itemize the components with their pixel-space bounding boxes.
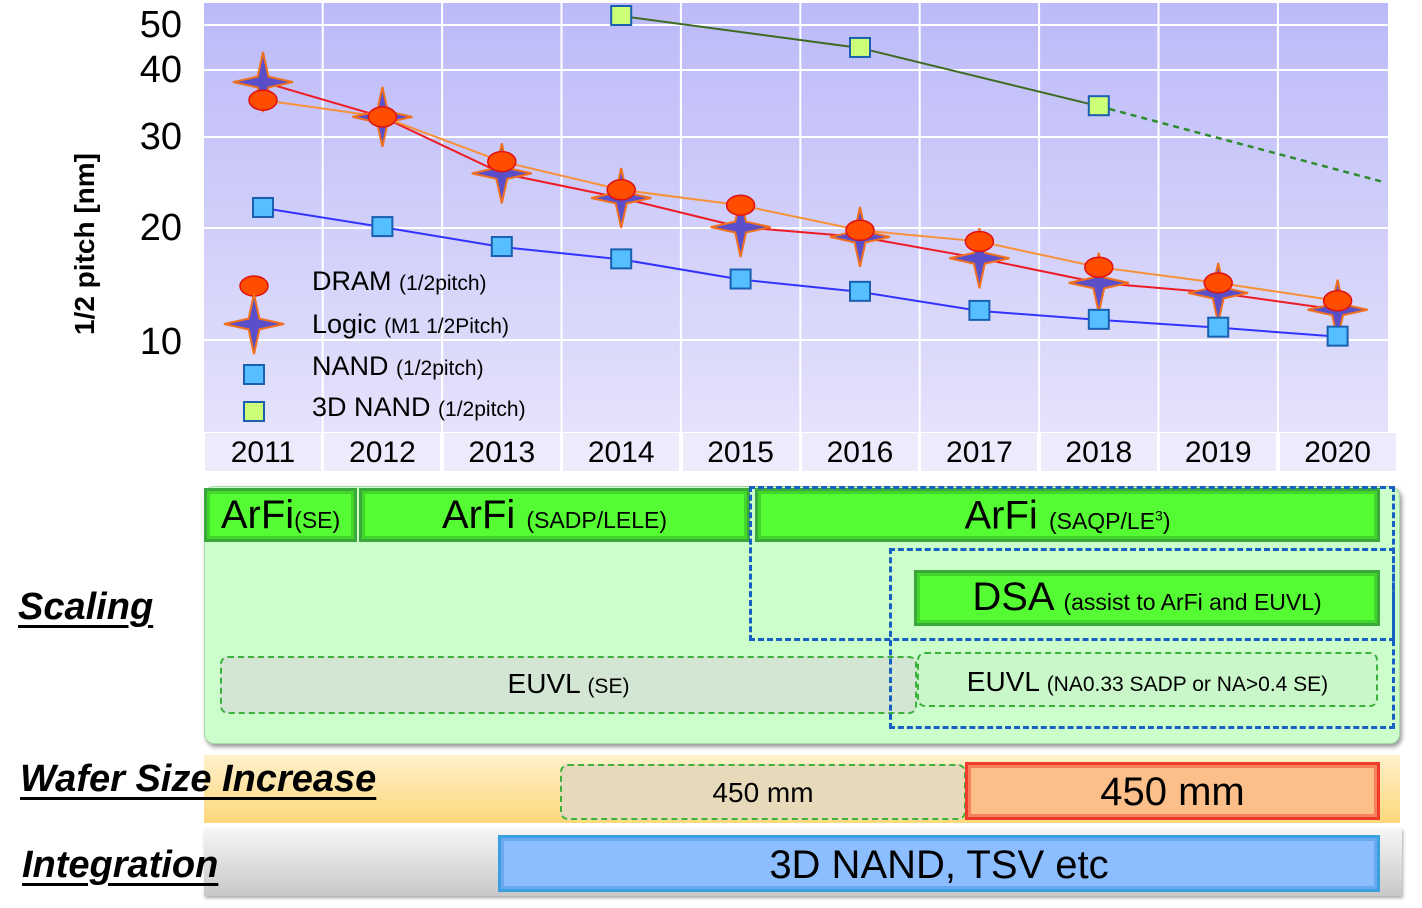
legend-dram: DRAM (1/2pitch) xyxy=(312,266,487,296)
arfi-se-box: ArFi(SE) xyxy=(204,488,357,542)
data-point-3d-nand xyxy=(610,5,633,26)
x-tick-label: 2013 xyxy=(443,433,562,471)
x-tick-label: 2019 xyxy=(1160,433,1279,471)
y-tick-label: 40 xyxy=(139,49,182,91)
y-tick-label: 20 xyxy=(139,207,182,249)
projection-line-3d-nand xyxy=(1098,104,1386,184)
data-point-nand xyxy=(849,280,871,302)
series-line-3d-nand xyxy=(621,15,1100,108)
legend-logic-marker xyxy=(223,293,285,355)
x-tick-label: 2014 xyxy=(563,433,682,471)
y-tick-label: 10 xyxy=(139,321,182,363)
data-point-dram xyxy=(1203,272,1233,294)
data-point-dram xyxy=(487,150,517,173)
x-tick-label: 2012 xyxy=(324,433,443,471)
series-line-nand xyxy=(262,206,1338,338)
pitch-chart xyxy=(223,5,1386,422)
legend-nand: NAND (1/2pitch) xyxy=(312,351,484,381)
legend-nand-marker xyxy=(243,364,265,385)
euvl-se-box: EUVL (SE) xyxy=(220,656,917,714)
legend-3d-nand-marker xyxy=(243,401,265,422)
dsa-box: DSA (assist to ArFi and EUVL) xyxy=(914,570,1380,626)
data-point-nand xyxy=(1326,325,1349,347)
x-tick-label: 2018 xyxy=(1040,433,1159,471)
data-point-dram xyxy=(367,106,398,128)
y-tick-label: 50 xyxy=(139,4,182,46)
integration-box: 3D NAND, TSV etc xyxy=(498,835,1380,892)
x-tick-label: 2011 xyxy=(205,433,323,471)
data-point-nand xyxy=(610,248,633,270)
data-point-3d-nand xyxy=(849,36,871,58)
data-point-3d-nand xyxy=(1087,95,1110,117)
dsa-euvl-extent xyxy=(889,548,1395,729)
x-tick-label: 2017 xyxy=(921,433,1040,471)
series-line-dram xyxy=(262,99,1338,302)
data-point-dram xyxy=(248,89,278,111)
data-point-logic xyxy=(710,196,771,258)
data-point-nand xyxy=(490,236,513,258)
data-point-dram xyxy=(1084,256,1114,278)
x-tick-label: 2020 xyxy=(1279,433,1398,471)
data-point-logic xyxy=(949,228,1010,289)
series-line-logic xyxy=(262,81,1338,311)
data-point-nand xyxy=(968,299,991,321)
data-point-dram xyxy=(725,194,756,216)
euvl-na-box: EUVL (NA0.33 SADP or NA>0.4 SE) xyxy=(917,652,1378,707)
arfi-sadp-box: ArFi (SADP/LELE) xyxy=(359,488,750,542)
data-point-nand xyxy=(729,268,752,290)
y-axis-label: 1/2 pitch [nm] xyxy=(69,153,100,336)
data-point-dram xyxy=(964,230,995,253)
y-tick-label: 30 xyxy=(139,116,182,158)
x-tick-label: 2015 xyxy=(682,433,801,471)
data-point-nand xyxy=(1087,308,1110,330)
data-point-dram xyxy=(1322,290,1353,312)
data-point-dram xyxy=(606,179,636,201)
data-point-nand xyxy=(1207,316,1230,338)
x-tick-label: 2016 xyxy=(802,433,920,471)
data-point-logic xyxy=(232,51,294,113)
legend-3d-nand: 3D NAND (1/2pitch) xyxy=(312,392,526,422)
wafer-label: Wafer Size Increase xyxy=(20,758,377,800)
arfi-saqp-box: ArFi (SAQP/LE3) xyxy=(755,488,1380,542)
data-point-dram xyxy=(845,219,875,241)
wafer-450-box: 450 mm xyxy=(965,762,1380,820)
data-point-logic xyxy=(471,143,533,204)
legend-dram-marker xyxy=(239,275,269,297)
legend-logic: Logic (M1 1/2Pitch) xyxy=(312,309,509,339)
scaling-label: Scaling xyxy=(18,586,154,628)
data-point-nand xyxy=(371,216,394,238)
wafer-450-tentative: 450 mm xyxy=(560,764,966,820)
integration-label: Integration xyxy=(22,844,219,886)
data-point-nand xyxy=(252,196,274,218)
